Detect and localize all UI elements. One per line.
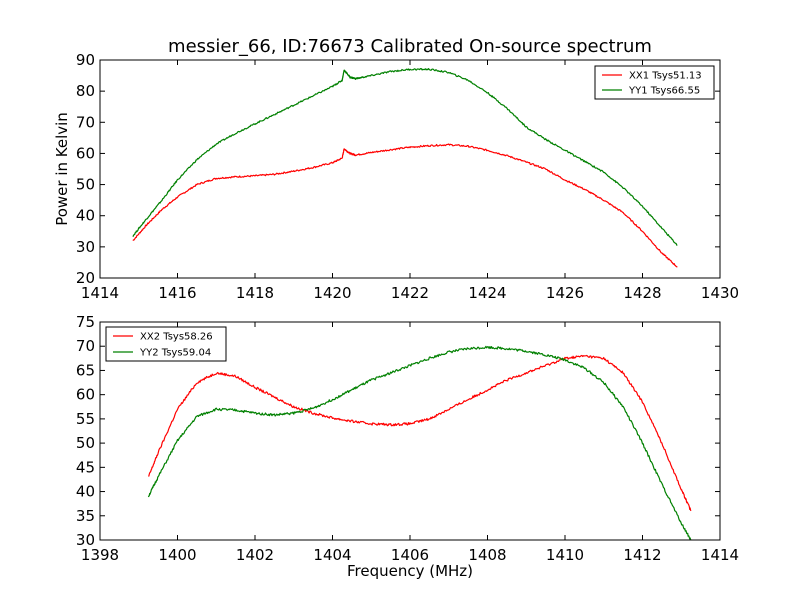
bottom-y-tick-label: 70 bbox=[76, 337, 95, 355]
top-y-tick-label: 80 bbox=[76, 82, 95, 100]
top-y-tick-label: 60 bbox=[76, 144, 95, 162]
bottom-x-tick-label: 1398 bbox=[81, 546, 119, 564]
top-series-line-1 bbox=[132, 143, 678, 268]
top-y-tick-label: 50 bbox=[76, 176, 95, 194]
bottom-x-tick-label: 1406 bbox=[391, 546, 429, 564]
bottom-y-tick-label: 35 bbox=[76, 507, 95, 525]
legend-label-xx2: XX2 Tsys58.26 bbox=[140, 332, 213, 343]
top-x-tick-label: 1422 bbox=[391, 284, 429, 302]
top-y-tick-label: 70 bbox=[76, 113, 95, 131]
top-legend: XX1 Tsys51.13 YY1 Tsys66.55 bbox=[594, 65, 715, 100]
bottom-y-tick-label: 65 bbox=[76, 361, 95, 379]
bottom-y-tick-label: 40 bbox=[76, 483, 95, 501]
top-y-tick-label: 20 bbox=[76, 269, 95, 287]
top-y-tick-label: 40 bbox=[76, 207, 95, 225]
bottom-x-tick-label: 1414 bbox=[701, 546, 739, 564]
top-y-tick-label: 90 bbox=[76, 51, 95, 69]
top-x-tick-label: 1418 bbox=[236, 284, 274, 302]
bottom-x-tick-label: 1400 bbox=[158, 546, 196, 564]
bottom-series-line-2 bbox=[147, 345, 692, 541]
top-y-axis-label: Power in Kelvin bbox=[53, 112, 71, 226]
bottom-legend: XX2 Tsys58.26 YY2 Tsys59.04 bbox=[105, 326, 227, 362]
bottom-y-tick-label: 55 bbox=[76, 410, 95, 428]
bottom-x-tick-label: 1404 bbox=[313, 546, 351, 564]
top-x-tick-label: 1416 bbox=[158, 284, 196, 302]
chart-title: messier_66, ID:76673 Calibrated On-sourc… bbox=[168, 36, 652, 57]
bottom-x-tick-label: 1402 bbox=[236, 546, 274, 564]
bottom-x-tick-label: 1412 bbox=[623, 546, 661, 564]
bottom-x-tick-label: 1408 bbox=[468, 546, 506, 564]
top-x-tick-label: 1414 bbox=[81, 284, 119, 302]
bottom-y-tick-label: 50 bbox=[76, 434, 95, 452]
legend-label-yy2: YY2 Tsys59.04 bbox=[139, 348, 211, 359]
top-x-tick-label: 1420 bbox=[313, 284, 351, 302]
bottom-x-tick-label: 1410 bbox=[546, 546, 584, 564]
bottom-y-tick-label: 75 bbox=[76, 313, 95, 331]
top-series-line-2 bbox=[132, 68, 678, 246]
bottom-y-tick-label: 60 bbox=[76, 386, 95, 404]
top-x-tick-label: 1428 bbox=[623, 284, 661, 302]
bottom-series-line-1 bbox=[148, 354, 692, 512]
bottom-y-tick-label: 45 bbox=[76, 458, 95, 476]
legend-label-yy1: YY1 Tsys66.55 bbox=[628, 86, 700, 97]
top-x-tick-label: 1430 bbox=[701, 284, 739, 302]
top-x-tick-label: 1426 bbox=[546, 284, 584, 302]
top-x-tick-label: 1424 bbox=[468, 284, 506, 302]
bottom-x-axis-label: Frequency (MHz) bbox=[347, 562, 473, 580]
top-y-tick-label: 30 bbox=[76, 238, 95, 256]
bottom-y-tick-label: 30 bbox=[76, 531, 95, 549]
legend-label-xx1: XX1 Tsys51.13 bbox=[629, 71, 702, 82]
